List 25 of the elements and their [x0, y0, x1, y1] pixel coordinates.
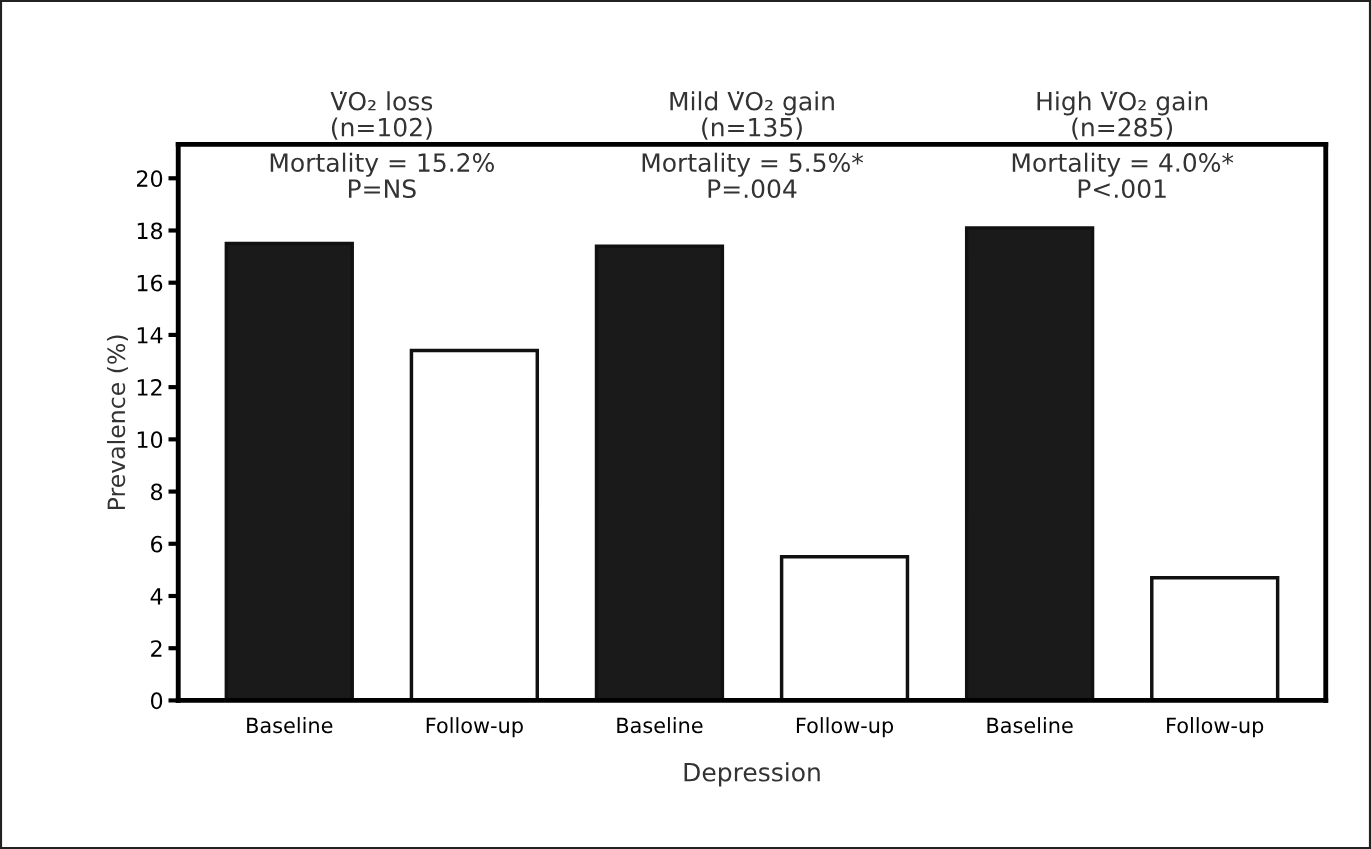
- y-tick-label: 10: [137, 431, 163, 449]
- text: V̇O₂ loss (n=102): [330, 91, 433, 140]
- y-tick-label: 6: [151, 535, 163, 553]
- y-tick-label: 8: [151, 483, 163, 501]
- annotation: Mortality = 15.2% P=NS: [270, 152, 494, 199]
- text: Mild V̇O₂ gain (n=135): [670, 91, 834, 140]
- x-tick-label: Baseline: [247, 717, 333, 734]
- x-tick-label: Follow-up: [1167, 717, 1264, 738]
- y-tick-label: 4: [150, 588, 163, 605]
- y-tick-label: 16: [137, 274, 163, 292]
- y-tick-label: 12: [137, 379, 162, 396]
- annotation: Mortality = 4.0%* P<.001: [1012, 152, 1234, 199]
- x-axis-title: Depression: [684, 762, 820, 787]
- text: High V̇O₂ gain (n=285): [1037, 91, 1208, 140]
- y-tick-label: 2: [151, 640, 162, 657]
- x-tick-label: Baseline: [617, 717, 703, 734]
- x-tick-label: Follow-up: [426, 717, 523, 738]
- x-tick-label: Follow-up: [796, 717, 894, 738]
- y-tick-label: 18: [137, 222, 163, 240]
- annotation: Mortality = 5.5%* P=.004: [642, 152, 864, 199]
- y-tick-label: 0: [150, 692, 163, 710]
- y-axis-title: Prevalence (%): [106, 335, 129, 510]
- y-tick-label: 20: [137, 170, 163, 188]
- y-tick-label: 14: [137, 327, 163, 344]
- x-tick-label: Baseline: [987, 717, 1073, 734]
